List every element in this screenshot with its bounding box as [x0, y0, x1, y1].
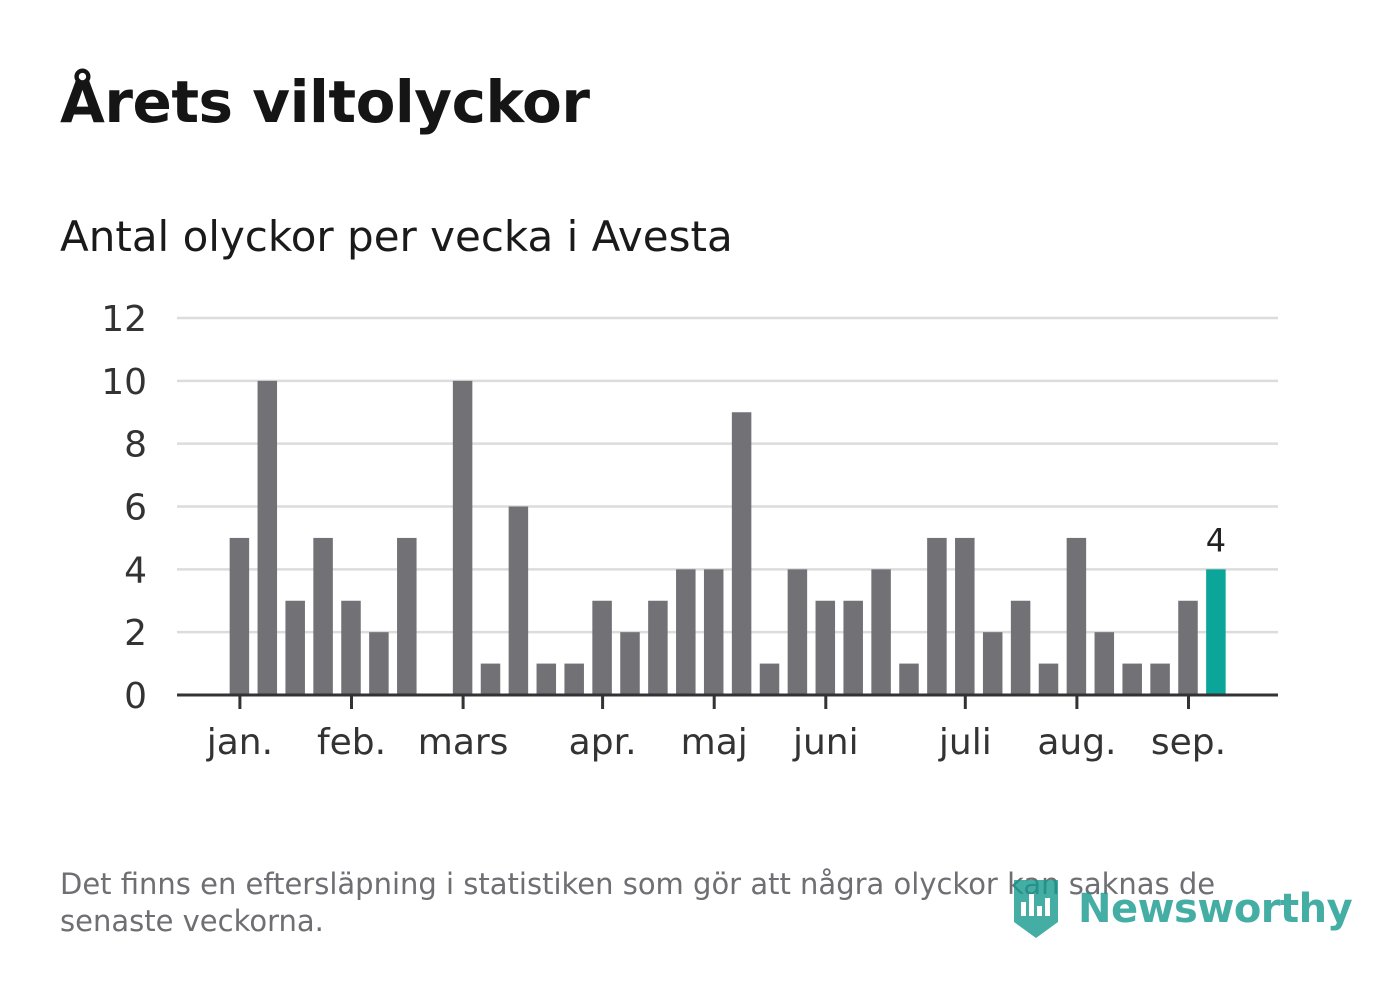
bar — [648, 600, 668, 695]
bar — [313, 537, 333, 695]
bar — [1178, 600, 1198, 695]
y-tick-label: 12 — [101, 299, 147, 340]
y-tick-label: 8 — [124, 425, 147, 466]
y-tick-label: 10 — [101, 362, 147, 403]
bar — [536, 663, 557, 695]
bar — [955, 537, 975, 695]
bar — [285, 600, 305, 695]
chart-title: Årets viltolyckor — [60, 68, 590, 136]
x-tick-label: aug. — [1037, 722, 1116, 763]
bar — [229, 537, 250, 695]
x-tick-label: juni — [792, 722, 859, 763]
bar — [871, 569, 891, 695]
bar — [843, 600, 863, 695]
bar — [620, 632, 640, 695]
y-tick-label: 0 — [124, 676, 147, 717]
y-tick-label: 6 — [124, 488, 147, 529]
bar-highlight — [1206, 569, 1226, 695]
bar — [592, 600, 612, 695]
bar — [1066, 537, 1087, 695]
bar — [397, 537, 417, 695]
bar — [508, 506, 529, 695]
bar — [564, 663, 584, 695]
bar — [1122, 663, 1142, 695]
bar — [676, 569, 696, 695]
bar — [982, 632, 1003, 695]
bar — [1094, 632, 1115, 695]
newsworthy-logo: Newsworthy — [1010, 876, 1353, 942]
newsworthy-logo-text: Newsworthy — [1078, 886, 1353, 932]
y-tick-label: 2 — [124, 613, 147, 654]
bar — [731, 412, 752, 695]
x-tick-label: maj — [681, 722, 748, 763]
bar — [452, 380, 473, 695]
bar — [1150, 663, 1170, 695]
y-tick-label: 4 — [124, 550, 147, 591]
x-tick-label: jan. — [206, 722, 273, 763]
bar — [1038, 663, 1059, 695]
bar — [1010, 600, 1031, 695]
x-tick-label: mars — [418, 722, 509, 763]
bar — [369, 632, 389, 695]
x-tick-label: apr. — [569, 722, 637, 763]
bar — [815, 600, 836, 695]
data-label: 4 — [1206, 521, 1226, 559]
bar — [703, 569, 724, 695]
bar — [759, 663, 780, 695]
bar — [257, 380, 278, 695]
newsworthy-logo-icon — [1014, 880, 1058, 938]
chart-subtitle: Antal olyckor per vecka i Avesta — [60, 212, 733, 261]
x-tick-label: sep. — [1151, 722, 1226, 763]
x-tick-label: juli — [938, 722, 992, 763]
bar — [899, 663, 919, 695]
bar-chart: 0 2 4 6 8 10 12 4 jan. feb. mars apr. maj juni juli aug… — [101, 299, 1278, 763]
x-tick-label: feb. — [317, 722, 386, 763]
bar — [480, 663, 501, 695]
bar — [927, 537, 947, 695]
bar — [787, 569, 808, 695]
bar — [341, 600, 361, 695]
